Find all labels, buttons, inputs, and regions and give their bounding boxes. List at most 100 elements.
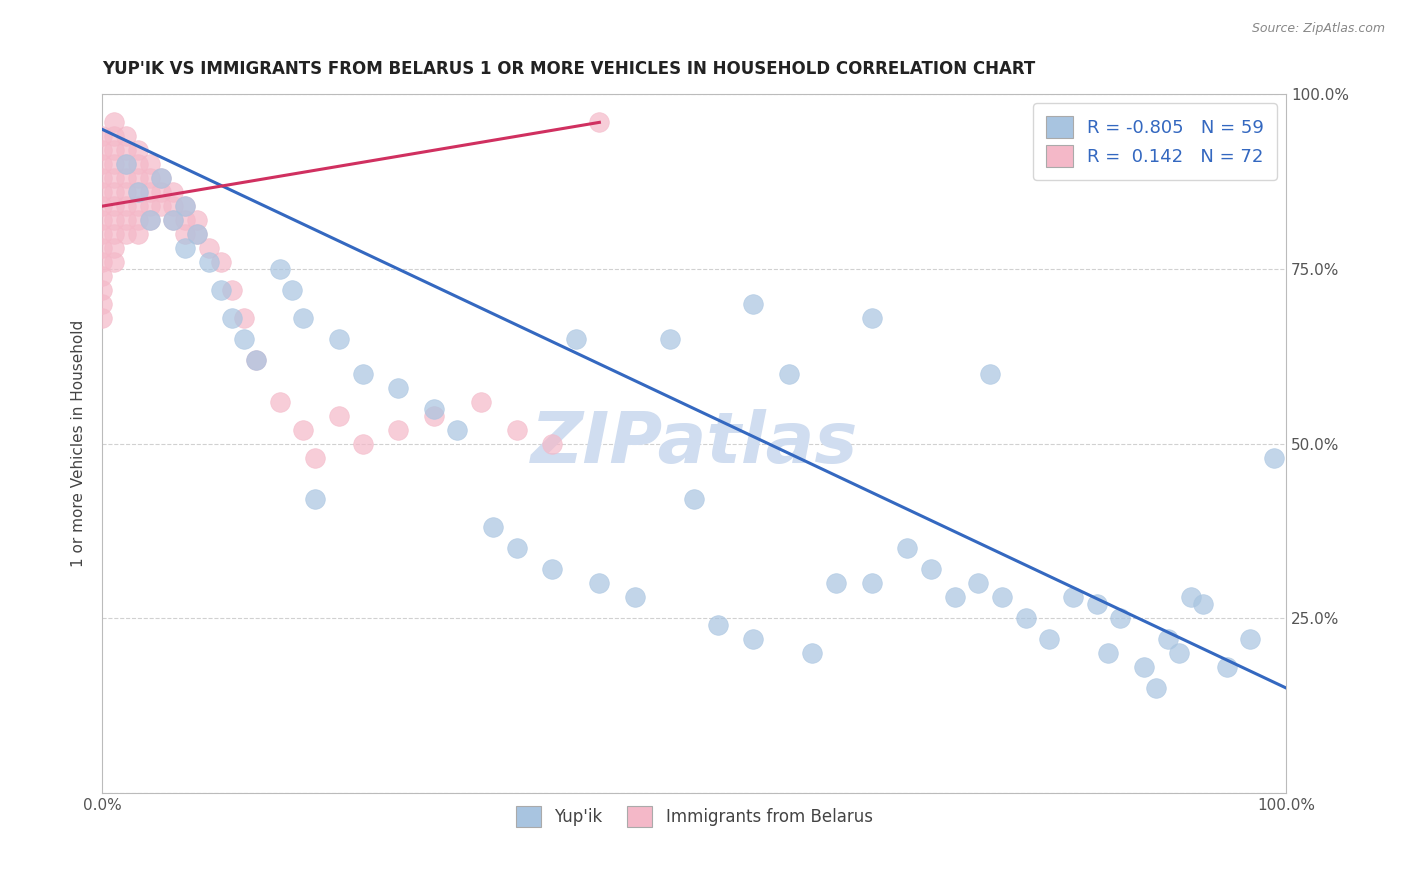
Point — [505, 541, 527, 556]
Point — [91, 129, 114, 144]
Point — [624, 590, 647, 604]
Point — [979, 367, 1001, 381]
Point — [115, 199, 138, 213]
Point — [245, 352, 267, 367]
Point — [1109, 611, 1132, 625]
Point — [103, 227, 125, 241]
Point — [174, 213, 197, 227]
Point — [920, 562, 942, 576]
Point — [1144, 681, 1167, 695]
Point — [91, 268, 114, 283]
Point — [103, 255, 125, 269]
Point — [588, 115, 610, 129]
Point — [683, 492, 706, 507]
Point — [742, 297, 765, 311]
Point — [91, 297, 114, 311]
Point — [150, 171, 173, 186]
Point — [127, 185, 149, 199]
Point — [1038, 632, 1060, 646]
Point — [292, 423, 315, 437]
Point — [174, 241, 197, 255]
Point — [197, 241, 219, 255]
Point — [127, 143, 149, 157]
Point — [103, 115, 125, 129]
Point — [706, 618, 728, 632]
Legend: Yup'ik, Immigrants from Belarus: Yup'ik, Immigrants from Belarus — [509, 799, 879, 833]
Point — [280, 283, 302, 297]
Point — [328, 409, 350, 423]
Text: ZIPatlas: ZIPatlas — [530, 409, 858, 478]
Point — [186, 227, 208, 241]
Point — [943, 590, 966, 604]
Point — [115, 171, 138, 186]
Point — [138, 199, 160, 213]
Point — [1156, 632, 1178, 646]
Point — [138, 213, 160, 227]
Point — [209, 283, 232, 297]
Point — [269, 394, 291, 409]
Point — [328, 332, 350, 346]
Point — [103, 171, 125, 186]
Point — [115, 157, 138, 171]
Point — [221, 283, 243, 297]
Point — [659, 332, 682, 346]
Point — [115, 157, 138, 171]
Point — [115, 185, 138, 199]
Point — [91, 171, 114, 186]
Point — [304, 450, 326, 465]
Point — [825, 576, 848, 591]
Point — [860, 310, 883, 325]
Point — [174, 199, 197, 213]
Point — [564, 332, 586, 346]
Point — [1192, 597, 1215, 611]
Point — [387, 423, 409, 437]
Point — [127, 227, 149, 241]
Point — [115, 143, 138, 157]
Point — [103, 129, 125, 144]
Point — [127, 199, 149, 213]
Point — [233, 332, 256, 346]
Point — [150, 171, 173, 186]
Point — [1216, 660, 1239, 674]
Point — [991, 590, 1014, 604]
Point — [967, 576, 990, 591]
Point — [162, 199, 184, 213]
Point — [115, 227, 138, 241]
Point — [482, 520, 505, 534]
Point — [138, 185, 160, 199]
Point — [91, 185, 114, 199]
Point — [245, 352, 267, 367]
Point — [91, 143, 114, 157]
Point — [91, 255, 114, 269]
Point — [103, 241, 125, 255]
Point — [115, 129, 138, 144]
Point — [541, 436, 564, 450]
Point — [186, 213, 208, 227]
Point — [103, 199, 125, 213]
Point — [127, 157, 149, 171]
Point — [103, 157, 125, 171]
Point — [127, 171, 149, 186]
Point — [1133, 660, 1156, 674]
Text: Source: ZipAtlas.com: Source: ZipAtlas.com — [1251, 22, 1385, 36]
Point — [778, 367, 800, 381]
Point — [127, 185, 149, 199]
Point — [1180, 590, 1202, 604]
Text: YUP'IK VS IMMIGRANTS FROM BELARUS 1 OR MORE VEHICLES IN HOUSEHOLD CORRELATION CH: YUP'IK VS IMMIGRANTS FROM BELARUS 1 OR M… — [103, 60, 1035, 78]
Point — [127, 213, 149, 227]
Point — [269, 262, 291, 277]
Point — [103, 213, 125, 227]
Point — [162, 185, 184, 199]
Point — [162, 213, 184, 227]
Point — [1168, 646, 1191, 660]
Point — [1239, 632, 1261, 646]
Point — [174, 199, 197, 213]
Point — [103, 143, 125, 157]
Point — [91, 310, 114, 325]
Point — [801, 646, 824, 660]
Point — [304, 492, 326, 507]
Point — [91, 283, 114, 297]
Point — [138, 213, 160, 227]
Point — [1085, 597, 1108, 611]
Point — [860, 576, 883, 591]
